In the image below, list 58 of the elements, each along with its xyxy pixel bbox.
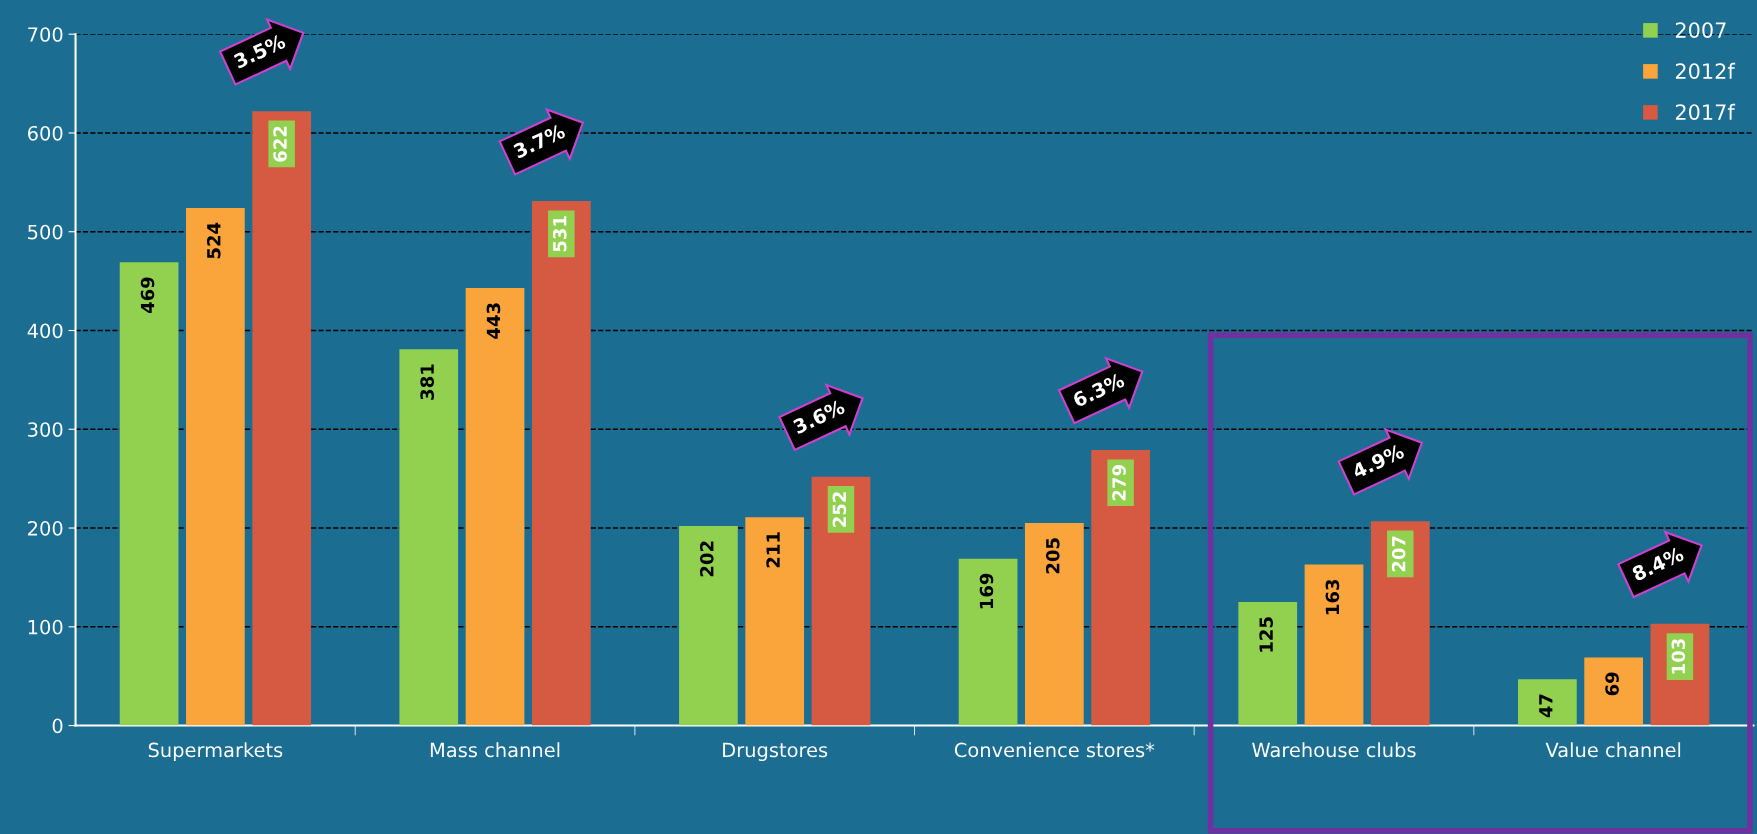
bar bbox=[958, 558, 1018, 726]
data-label: 125 bbox=[1259, 617, 1273, 652]
bar bbox=[1091, 450, 1150, 726]
annotation: 3.7% bbox=[512, 123, 567, 159]
y-tick-label: 500 bbox=[28, 224, 63, 240]
data-label: 211 bbox=[766, 532, 780, 568]
bar bbox=[1370, 521, 1430, 726]
y-tick-label: 100 bbox=[28, 619, 63, 635]
data-label: 202 bbox=[699, 541, 714, 577]
x-tick-label: Warehouse clubs bbox=[1252, 742, 1416, 758]
y-tick-label: 600 bbox=[27, 125, 63, 141]
bar bbox=[465, 288, 525, 726]
x-tick-label: Drugstores bbox=[723, 742, 828, 762]
data-label: 252 bbox=[832, 492, 847, 527]
legend-label: 2012f bbox=[1675, 62, 1736, 79]
bar bbox=[1584, 657, 1644, 726]
y-tick-label: 300 bbox=[28, 422, 63, 437]
bar bbox=[119, 262, 179, 726]
data-label: 279 bbox=[1112, 465, 1126, 501]
data-label: 205 bbox=[1045, 538, 1060, 574]
data-label: 163 bbox=[1325, 579, 1340, 615]
bar bbox=[1518, 679, 1577, 726]
data-label: 169 bbox=[979, 573, 994, 609]
annotation: 3.5% bbox=[233, 33, 287, 69]
annotation: 6.3% bbox=[1071, 372, 1126, 408]
annotation: 4.9% bbox=[1351, 443, 1406, 479]
bar bbox=[745, 517, 805, 726]
bar bbox=[811, 476, 871, 726]
annotation: 8.4% bbox=[1631, 546, 1685, 582]
y-tick-label: 0 bbox=[52, 718, 63, 734]
annotation: 3.6% bbox=[792, 399, 846, 435]
bar bbox=[252, 111, 312, 726]
bar bbox=[679, 526, 738, 726]
legend-label: 2007 bbox=[1675, 22, 1726, 38]
y-tick-label: 200 bbox=[28, 521, 63, 536]
x-tick-label: Supermarkets bbox=[148, 742, 283, 762]
data-label: 531 bbox=[552, 216, 567, 252]
bar bbox=[531, 201, 591, 726]
data-label: 469 bbox=[140, 277, 155, 314]
bar bbox=[1238, 602, 1298, 726]
bar bbox=[186, 208, 245, 726]
data-label: 47 bbox=[1539, 694, 1553, 718]
data-label: 381 bbox=[420, 364, 434, 400]
y-tick-label: 400 bbox=[27, 323, 63, 339]
data-label: 622 bbox=[273, 126, 287, 162]
bar bbox=[1304, 564, 1364, 726]
y-tick-label: 700 bbox=[28, 27, 63, 42]
data-label: 207 bbox=[1391, 536, 1406, 572]
legend-label: 2017f bbox=[1675, 103, 1736, 120]
x-tick-label: Convenience stores* bbox=[954, 742, 1155, 758]
data-label: 524 bbox=[206, 222, 221, 259]
bar bbox=[1024, 523, 1084, 726]
x-tick-label: Mass channel bbox=[430, 742, 560, 758]
data-label: 69 bbox=[1605, 672, 1619, 696]
data-label: 103 bbox=[1671, 639, 1686, 674]
data-label: 443 bbox=[486, 303, 501, 339]
bar bbox=[399, 349, 459, 726]
x-tick-label: Value channel bbox=[1545, 742, 1681, 758]
